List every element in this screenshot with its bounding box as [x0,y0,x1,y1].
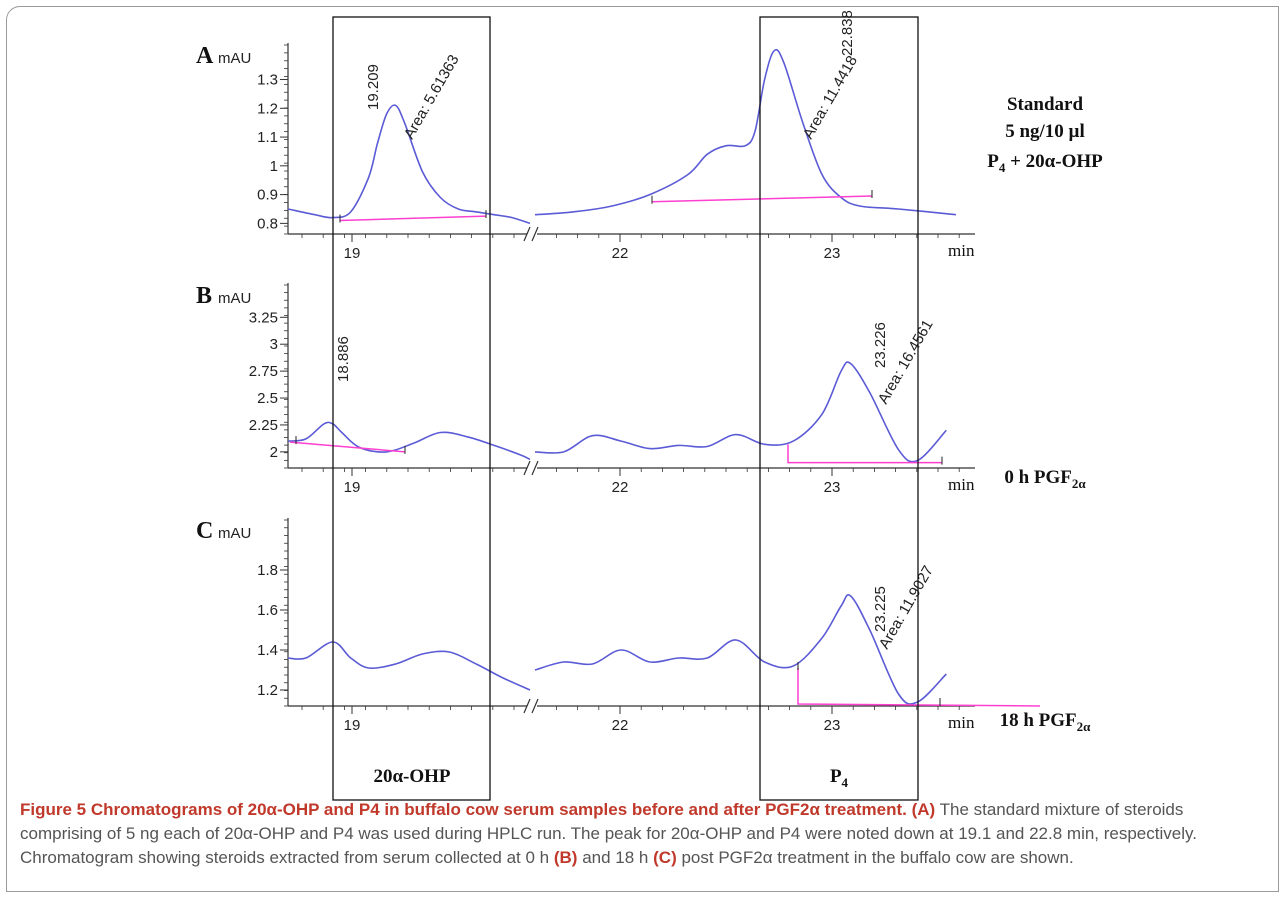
baseline-segment [797,668,1041,707]
caption-label-a: (A) [911,800,936,819]
peak-retention-time-label: 23.225 [872,586,889,632]
axis-break-mark [531,460,539,476]
y-tick-label: 1.2 [257,682,278,699]
chromatogram-trace [287,104,531,225]
integration-baselines [339,190,873,223]
x-axis-unit-label: min [948,713,975,732]
panel-letter: A [196,43,214,69]
caption-label-b: (B) [553,848,578,867]
caption-text-a: The standard mixture of steroids compris… [20,800,1197,867]
x-tick-label: 22 [612,479,629,496]
y-tick-label: 3 [270,336,278,353]
baseline-segment [787,444,942,464]
y-tick-label: 0.9 [257,187,278,204]
x-tick-label: 23 [824,245,841,262]
box-label-20a-ohp: 20α-OHP [373,766,450,787]
integration-baselines [289,436,943,465]
y-tick-label: 1.6 [257,602,278,619]
y-tick-label: 2 [270,444,278,461]
y-tick-label: 1.2 [257,100,278,117]
panel-letter: C [196,518,213,544]
peak-retention-time-label: 23.226 [872,322,889,368]
y-tick-label: 1.8 [257,562,278,579]
box-20a-ohp [332,16,491,801]
caption-title-text: Figure 5 Chromatograms of 20α-OHP and P4… [20,800,907,819]
y-tick-label: 1.3 [257,72,278,89]
caption-text-mid: and 18 h [582,848,649,867]
x-tick-label: 23 [824,717,841,734]
peak-retention-time-label: 19.209 [365,64,382,110]
x-tick-label: 19 [344,479,361,496]
box-label-p4: P4 [830,766,849,790]
x-tick-label: 19 [344,245,361,262]
panel-letter: B [196,283,212,309]
baseline-segment [289,441,406,453]
y-axis-label: mAU [218,290,251,307]
chromatogram-trace [534,361,947,463]
axis-break-mark [523,460,531,476]
figure-caption: Figure 5 Chromatograms of 20α-OHP and P4… [20,798,1270,870]
peak-area-label: Area: 5.61363 [401,52,463,142]
chromatogram-trace [287,641,531,691]
axis-break-mark [523,698,531,714]
peak-retention-time-label: 22.838 [839,10,856,56]
axis-break-mark [531,226,539,242]
y-tick-label: 0.8 [257,215,278,232]
x-tick-label: 19 [344,717,361,734]
x-axis-unit-label: min [948,475,975,494]
baseline-segment [339,215,487,222]
chromatogram-trace [287,421,531,461]
y-tick-label: 3.25 [249,309,278,326]
x-tick-label: 23 [824,479,841,496]
box-p4 [759,16,919,801]
y-tick-label: 2.5 [257,390,278,407]
side-label-line: 0 h PGF2α [1004,467,1086,491]
y-tick-label: 1.1 [257,129,278,146]
x-tick-label: 22 [612,245,629,262]
axis-break-mark [531,698,539,714]
chromatogram-trace [534,48,956,216]
y-axis-label: mAU [218,525,251,542]
y-tick-label: 1 [270,158,278,175]
baseline-segment [651,195,873,203]
x-tick-label: 22 [612,717,629,734]
side-label-line: Standard [1007,94,1083,115]
side-label-line: 18 h PGF2α [1000,710,1092,734]
axis-break-mark [523,226,531,242]
y-axis-label: mAU [218,50,251,67]
x-axis-unit-label: min [948,241,975,260]
side-label-line: P4 + 20α-OHP [987,151,1103,175]
y-tick-label: 2.25 [249,417,278,434]
y-tick-label: 2.75 [249,363,278,380]
chromatogram-trace [534,594,947,705]
caption-title: Figure 5 Chromatograms of 20α-OHP and P4… [20,800,912,819]
side-label-line: 5 ng/10 µl [1005,121,1085,142]
peak-retention-time-label: 18.886 [335,336,352,382]
peak-area-label: Area: 11.4418 [800,53,861,142]
caption-label-c: (C) [653,848,677,867]
caption-text-end: post PGF2α treatment in the buffalo cow … [681,848,1074,867]
y-tick-label: 1.4 [257,642,278,659]
figure-frame [6,6,1279,892]
integration-baselines [797,662,1041,707]
